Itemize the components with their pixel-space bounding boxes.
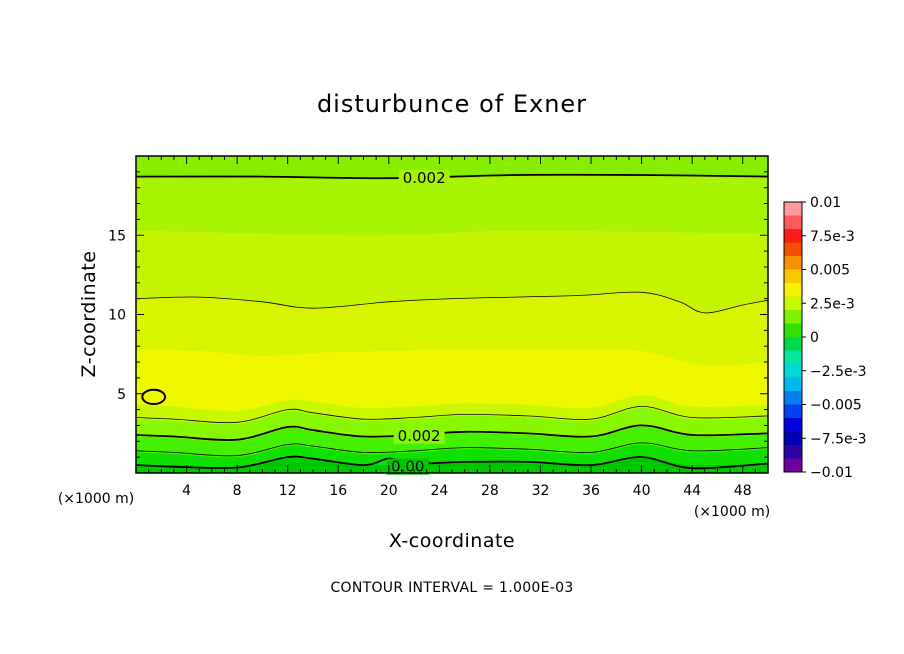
colorbar-swatch	[784, 283, 802, 297]
colorbar-swatch	[784, 256, 802, 270]
x-tick-label: 48	[734, 483, 752, 499]
x-tick-label: 20	[380, 483, 398, 499]
colorbar-swatch	[784, 391, 802, 405]
x-tick-label: 24	[430, 483, 448, 499]
x-tick-label: 40	[633, 483, 651, 499]
chart-title: disturbunce of Exner	[317, 90, 587, 118]
colorbar-tick-label: −7.5e-3	[810, 431, 867, 447]
fill-band	[136, 458, 768, 473]
colorbar-swatch	[784, 337, 802, 351]
colorbar-swatch	[784, 202, 802, 216]
colorbar-swatch	[784, 296, 802, 311]
colorbar-tick-label: −2.5e-3	[810, 364, 867, 380]
y-tick-label: 15	[108, 228, 126, 244]
x-tick-label: 12	[279, 483, 297, 499]
colorbar-swatch	[784, 323, 802, 338]
colorbar-swatch	[784, 458, 802, 473]
colorbar: 0.01 7.5e-3 0.005 2.5e-3 0 −2.5e-3 −0.005 −7.5e…	[783, 195, 867, 481]
contour-line	[135, 405, 769, 424]
colorbar-tick-label: 0.01	[810, 195, 841, 211]
contour-line	[135, 291, 769, 314]
y-axis-label: Z-coordinate	[78, 251, 100, 378]
fill-bands	[136, 156, 768, 473]
colorbar-tick-label: −0.005	[810, 398, 862, 414]
x-axis-label: X-coordinate	[389, 530, 515, 552]
y-tick-label: 10	[108, 308, 126, 324]
colorbar-swatch	[784, 418, 802, 432]
colorbar-swatch	[784, 445, 802, 459]
colorbar-tick-label: 7.5e-3	[810, 229, 855, 245]
x-tick-label: 16	[329, 483, 347, 499]
colorbar-tick-label: −0.01	[810, 465, 853, 481]
colorbar-swatch	[784, 269, 802, 284]
colorbar-swatch	[784, 377, 802, 392]
colorbar-swatch	[784, 350, 802, 365]
x-tick-label: 32	[532, 483, 550, 499]
contour-label-bg	[393, 427, 445, 444]
y-tick-label: 5	[117, 387, 126, 403]
contour-line	[135, 442, 769, 457]
x-tick-label: 8	[233, 483, 242, 499]
colorbar-tick-label: 0.005	[810, 263, 850, 279]
contour-labels: 0.002 0.002 0.00	[386, 169, 450, 476]
colorbar-swatch	[784, 310, 802, 324]
x-tick-label: 36	[582, 483, 600, 499]
closed-contour	[141, 388, 167, 406]
colorbar-swatch	[784, 364, 802, 378]
x-unit-label: (×1000 m)	[694, 504, 770, 520]
colorbar-swatch	[784, 404, 802, 419]
x-tick-label: 44	[683, 483, 701, 499]
colorbar-swatch	[784, 242, 802, 257]
colorbar-swatch	[784, 431, 802, 446]
z-unit-label: (×1000 m)	[58, 491, 134, 507]
colorbar-tick-label: 0	[810, 330, 819, 346]
x-tick-label: 28	[481, 483, 499, 499]
contour-label: 0.002	[398, 427, 441, 445]
x-tick-label: 4	[182, 483, 191, 499]
contour-interval-note: CONTOUR INTERVAL = 1.000E-03	[330, 580, 573, 596]
contour-label-bg	[398, 170, 450, 187]
contour-label-bg	[386, 458, 429, 475]
contour-label: 0.00	[391, 458, 424, 476]
contour-label: 0.002	[403, 169, 446, 187]
colorbar-swatch	[784, 215, 802, 230]
contour-line	[135, 173, 769, 180]
colorbar-swatch	[784, 229, 802, 243]
colorbar-tick-label: 2.5e-3	[810, 296, 855, 312]
